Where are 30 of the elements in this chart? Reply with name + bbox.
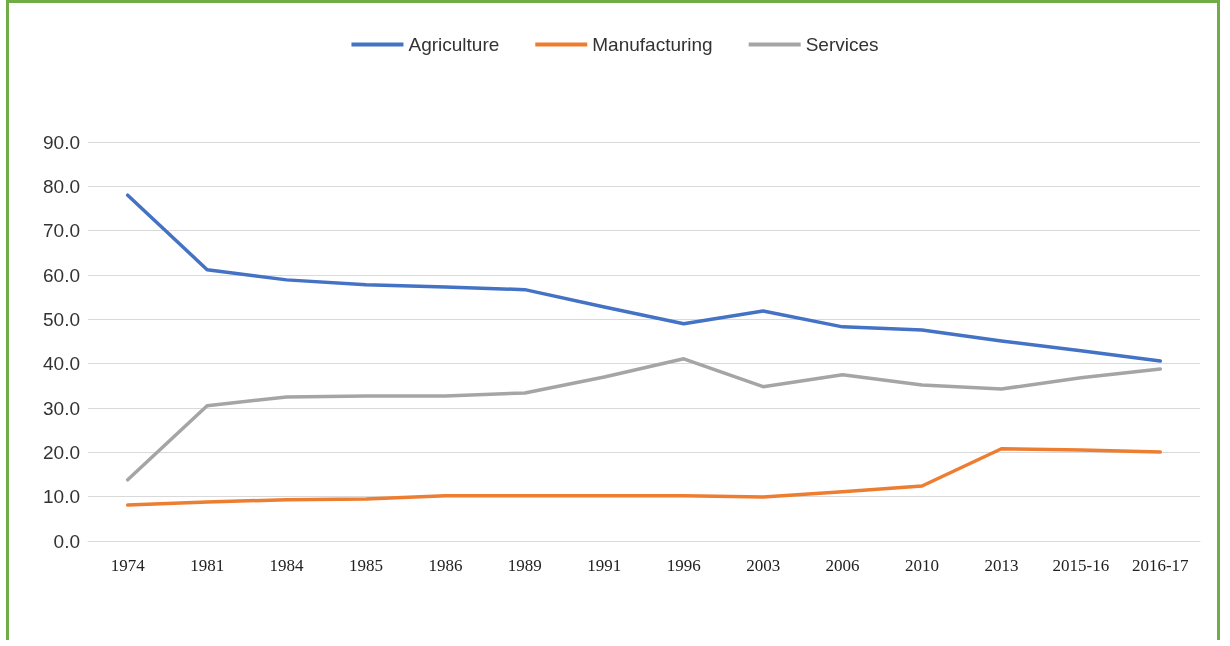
y-tick-label: 80.0 <box>43 175 80 197</box>
line-series <box>125 357 1163 482</box>
y-tick-label: 10.0 <box>43 486 80 508</box>
y-tick-label: 70.0 <box>43 220 80 242</box>
x-tick-label: 2010 <box>905 556 939 575</box>
x-tick-label: 1996 <box>666 556 701 575</box>
y-tick-label: 90.0 <box>43 131 80 153</box>
x-tick-label: 1985 <box>349 556 383 575</box>
y-tick-label: 20.0 <box>43 441 80 463</box>
legend-label: Agriculture <box>408 34 500 55</box>
x-tick-label: 1991 <box>587 556 622 575</box>
x-tick-label: 1989 <box>507 556 542 575</box>
x-tick-label: 2003 <box>746 556 781 575</box>
x-tick-label: 1981 <box>190 556 225 575</box>
x-tick-label: 2013 <box>984 556 1019 575</box>
y-tick-label: 0.0 <box>53 530 80 552</box>
y-tick-label: 60.0 <box>43 264 80 286</box>
x-tick-label: 2015-16 <box>1052 556 1110 575</box>
x-tick-label: 2016-17 <box>1131 556 1190 575</box>
line-series <box>125 193 1163 363</box>
y-tick-label: 30.0 <box>43 397 80 419</box>
y-tick-label: 50.0 <box>43 308 80 330</box>
x-tick-label: 1984 <box>269 556 305 575</box>
legend-label: Services <box>805 34 879 55</box>
y-tick-label: 40.0 <box>43 353 80 375</box>
x-tick-label: 1974 <box>110 556 146 575</box>
line-series <box>125 447 1163 507</box>
x-tick-label: 1986 <box>428 556 463 575</box>
legend-label: Manufacturing <box>592 34 713 55</box>
x-tick-label: 2006 <box>825 556 860 575</box>
